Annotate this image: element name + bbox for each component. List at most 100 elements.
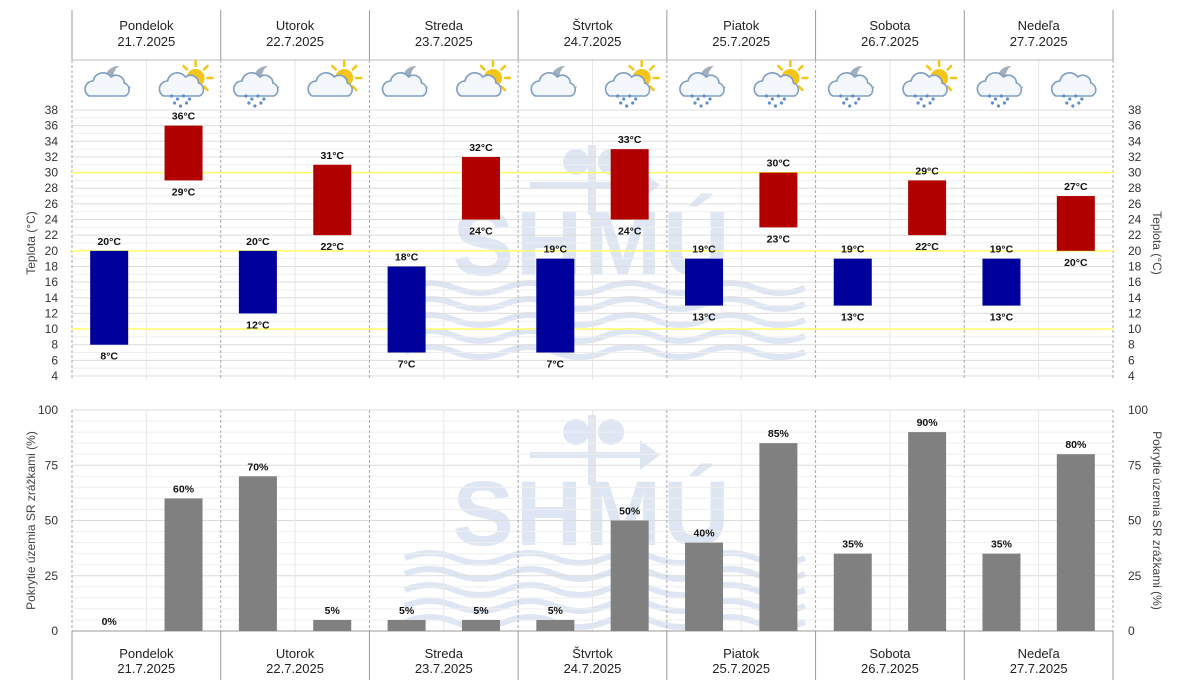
day-date: 27.7.2025 — [1010, 34, 1068, 49]
rain-drop — [767, 101, 771, 105]
sun-ray — [946, 64, 953, 71]
precip-tick-right: 50 — [1128, 514, 1142, 528]
day-headers: Pondelok21.7.2025Pondelok21.7.2025Utorok… — [117, 18, 1067, 676]
day-temp-bar — [461, 156, 500, 220]
cloud-shape — [530, 72, 577, 97]
rain-drop — [259, 101, 263, 105]
rain-drop — [262, 97, 266, 101]
temp-axis-title-left: Teplota (°C) — [24, 211, 38, 275]
temp-tick-right: 30 — [1128, 166, 1142, 180]
sun-ray — [946, 85, 953, 92]
night-precip-label: 35% — [991, 539, 1013, 551]
night-precip-label: 0% — [102, 616, 118, 628]
watermark-wave — [403, 280, 807, 296]
night-temp-bar — [238, 250, 277, 314]
rain-drop — [247, 101, 251, 105]
night-temp-bar — [685, 258, 724, 306]
sun-cloud-rain-icon — [158, 59, 214, 108]
footer-day-name: Sobota — [869, 646, 911, 661]
night-precip-bar — [982, 553, 1021, 631]
night-min-label: 12°C — [246, 319, 270, 331]
grid — [71, 10, 1114, 680]
temp-tick-right: 4 — [1128, 369, 1135, 383]
day-name: Pondelok — [119, 18, 174, 33]
temp-tick-right: 14 — [1128, 291, 1142, 305]
sun-behind-cloud-icon — [307, 59, 363, 97]
cloud-shape — [753, 72, 800, 97]
rain-drop — [931, 97, 935, 101]
watermark-vane-cup — [563, 149, 589, 175]
day-max-label: 29°C — [915, 165, 939, 177]
sun-cloud-rain-icon — [902, 59, 958, 108]
day-max-label: 27°C — [1064, 181, 1088, 193]
sun-ray — [479, 64, 486, 71]
rain-drop — [181, 94, 186, 98]
rain-drop — [919, 97, 923, 101]
sun-ray — [797, 64, 804, 71]
rain-drop — [990, 101, 995, 105]
temp-tick-left: 22 — [45, 228, 59, 242]
day-precip-label: 80% — [1065, 439, 1087, 451]
rain-drop — [628, 94, 632, 98]
precip-tick-right: 75 — [1128, 458, 1142, 472]
night-precip-bar — [833, 553, 872, 631]
rain-drop — [693, 101, 697, 105]
sun-ray — [202, 64, 209, 71]
rain-drop — [631, 101, 635, 105]
cloud-night-rain-icon — [976, 65, 1024, 108]
day-date: 22.7.2025 — [266, 34, 324, 49]
rain-drop — [172, 101, 177, 105]
footer-day-name: Utorok — [276, 646, 315, 661]
rain-drop — [244, 94, 248, 98]
rain-drop — [773, 104, 777, 108]
day-max-label: 30°C — [767, 158, 791, 170]
temperature-chart: 20°C 8°C 20°C 12°C 18°C 7°C 19°C 7°C 19°C 13°C 19°… — [90, 111, 1095, 371]
cloud-night-rain-icon — [827, 65, 875, 108]
night-precip-bar — [387, 619, 426, 631]
day-precip-label: 5% — [325, 605, 341, 617]
day-precip-label: 50% — [619, 506, 641, 518]
day-min-label: 29°C — [172, 186, 196, 198]
day-min-label: 22°C — [915, 241, 939, 253]
rain-drop — [690, 94, 694, 98]
night-temp-bar — [90, 250, 129, 345]
watermark-vane-arm — [530, 182, 650, 188]
day-temp-bar — [908, 180, 947, 236]
day-precip-bar — [908, 432, 947, 631]
cloud-shape — [158, 72, 205, 97]
rain-drop — [1065, 101, 1069, 105]
rain-drop — [999, 94, 1004, 98]
watermark-wave — [403, 582, 807, 598]
rain-drop — [702, 94, 706, 98]
sun-ray — [351, 64, 358, 71]
day-temp-bar — [759, 172, 798, 228]
day-temp-bar — [610, 149, 649, 220]
precip-tick-left: 0 — [51, 624, 58, 638]
footer-day-date: 26.7.2025 — [861, 661, 919, 676]
footer-day-date: 24.7.2025 — [564, 661, 622, 676]
night-precip-label: 35% — [842, 539, 864, 551]
night-precip-label: 70% — [247, 461, 269, 473]
rain-drop — [845, 97, 849, 101]
rain-drop — [187, 97, 192, 101]
rain-drop — [705, 101, 709, 105]
rain-drop — [925, 94, 929, 98]
footer-day-date: 22.7.2025 — [266, 661, 324, 676]
rain-drop — [169, 94, 174, 98]
sun-ray — [182, 64, 189, 71]
day-precip-label: 85% — [768, 428, 790, 440]
day-name: Piatok — [723, 18, 760, 33]
temp-tick-right: 10 — [1128, 322, 1142, 336]
day-precip-bar — [1056, 454, 1095, 631]
night-min-label: 7°C — [547, 359, 565, 371]
day-name: Utorok — [276, 18, 315, 33]
temp-tick-left: 12 — [45, 306, 59, 320]
night-max-label: 19°C — [990, 244, 1014, 256]
watermark-wave — [403, 566, 807, 582]
rain-drop — [1080, 97, 1084, 101]
rain-drop — [634, 97, 638, 101]
day-date: 24.7.2025 — [564, 34, 622, 49]
sun-ray — [202, 85, 209, 92]
night-max-label: 19°C — [544, 244, 568, 256]
